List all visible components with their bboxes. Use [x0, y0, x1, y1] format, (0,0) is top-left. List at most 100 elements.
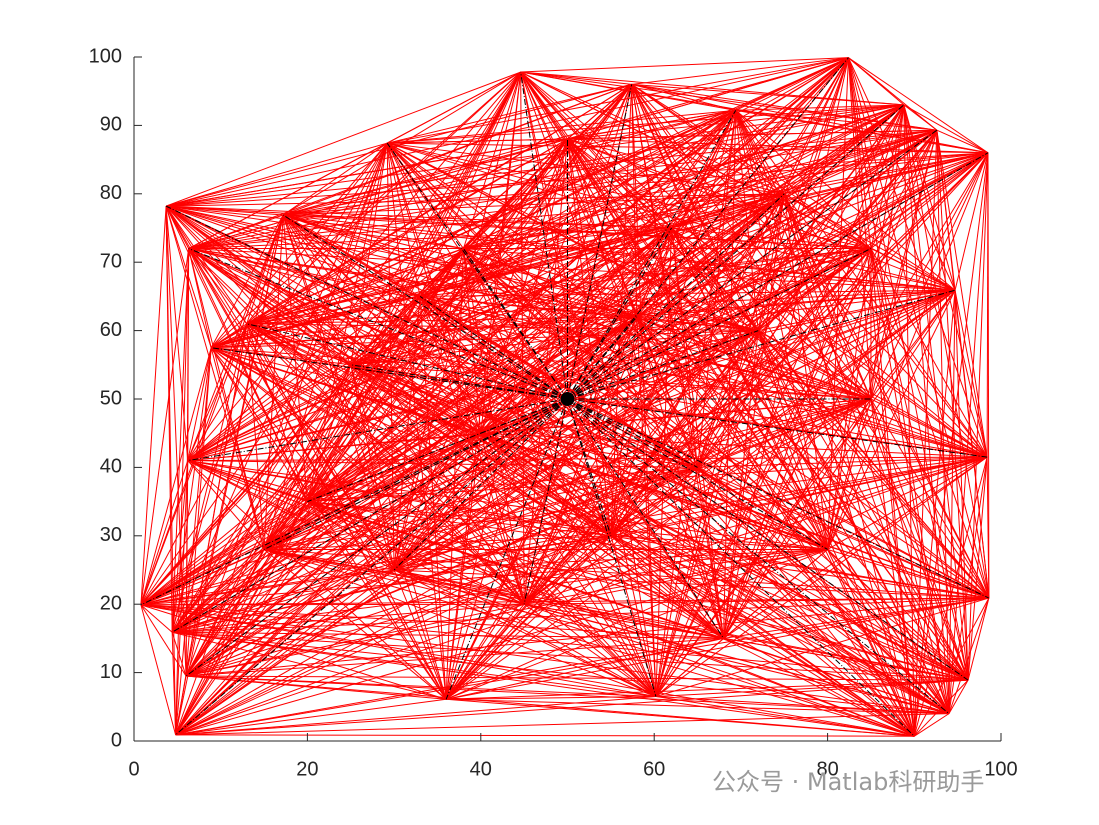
edge	[246, 71, 522, 325]
edge	[350, 364, 950, 715]
edge	[870, 248, 956, 291]
edge	[524, 548, 828, 605]
edge	[282, 214, 482, 434]
edge	[210, 214, 284, 348]
edge	[211, 129, 937, 349]
edge	[188, 248, 759, 332]
y-tick-label: 10	[100, 661, 122, 683]
edge	[610, 535, 724, 639]
center-link	[567, 193, 785, 400]
edge	[171, 227, 672, 633]
center-link	[567, 84, 633, 400]
edge	[307, 501, 657, 697]
edge	[246, 248, 464, 325]
center-link	[480, 398, 568, 434]
center-link	[567, 57, 849, 400]
edge	[784, 193, 956, 291]
center-link	[567, 398, 950, 715]
edge	[393, 466, 698, 571]
edge	[386, 142, 950, 714]
edge	[903, 104, 989, 154]
center-link	[445, 398, 568, 700]
edge	[420, 295, 637, 318]
edge	[263, 104, 905, 550]
edge	[735, 110, 872, 249]
edge	[967, 597, 990, 681]
center-link	[419, 295, 568, 400]
edge	[463, 193, 785, 250]
edge	[723, 549, 828, 639]
edge	[263, 289, 956, 550]
edge	[480, 316, 638, 434]
edge	[175, 548, 828, 736]
edge	[185, 535, 612, 677]
edge	[631, 57, 849, 85]
edge	[386, 143, 421, 297]
edge	[480, 227, 672, 434]
center-link	[171, 398, 568, 633]
edge	[783, 193, 829, 550]
edge	[420, 289, 956, 297]
edge	[419, 138, 568, 297]
edge	[631, 83, 904, 106]
y-tick-label: 20	[100, 592, 122, 614]
x-tick-label: 20	[296, 758, 318, 780]
edge	[188, 248, 265, 550]
edge	[263, 548, 950, 715]
edge	[140, 460, 189, 606]
edge	[185, 675, 447, 700]
x-tick-label: 80	[816, 758, 838, 780]
edge	[735, 109, 937, 131]
edge	[827, 549, 915, 737]
y-tick-label: 60	[100, 319, 122, 341]
edge	[567, 138, 829, 550]
edge	[827, 290, 956, 550]
edge	[870, 248, 915, 737]
edge	[264, 535, 611, 550]
edge	[175, 347, 212, 735]
edge	[283, 129, 937, 216]
edge	[419, 109, 736, 297]
edge	[655, 696, 915, 737]
edge	[172, 603, 525, 633]
edge	[185, 637, 724, 677]
edge	[524, 603, 950, 715]
edge	[140, 347, 212, 606]
edge	[735, 110, 785, 195]
edge	[386, 143, 395, 571]
edge	[188, 193, 785, 250]
edge	[523, 316, 638, 605]
edge	[463, 248, 950, 715]
edge	[735, 104, 904, 111]
edge	[187, 347, 212, 461]
edge	[480, 432, 988, 458]
edge	[188, 248, 950, 715]
edge	[246, 323, 724, 639]
center-link	[263, 398, 568, 550]
center-link	[463, 248, 568, 400]
edge	[171, 248, 190, 633]
edge	[306, 364, 352, 502]
center-link	[523, 398, 568, 605]
edge	[185, 364, 352, 677]
edge	[986, 457, 990, 599]
edge	[350, 364, 525, 605]
edge	[723, 193, 785, 639]
edge	[480, 432, 698, 468]
center-link	[567, 398, 988, 458]
edge	[954, 290, 988, 458]
edge	[567, 138, 990, 599]
edge	[967, 457, 988, 681]
edge	[697, 193, 785, 468]
edge	[246, 323, 265, 550]
edge	[671, 227, 829, 550]
edge	[263, 227, 672, 550]
edge	[140, 501, 308, 606]
edge	[636, 193, 785, 318]
edge	[463, 129, 937, 250]
edge	[386, 142, 698, 468]
edge	[246, 323, 395, 571]
edge	[185, 84, 633, 677]
edge	[523, 603, 915, 737]
